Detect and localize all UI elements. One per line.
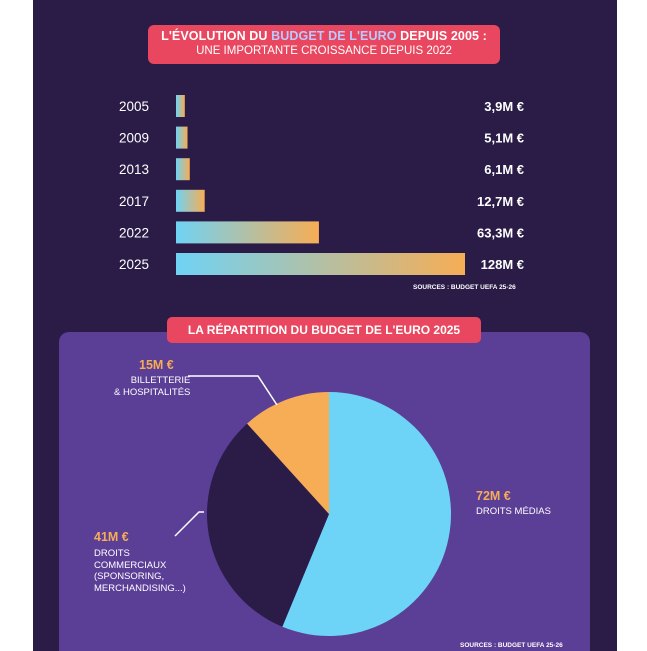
bar-2017	[176, 189, 205, 212]
bar-2009	[176, 126, 188, 149]
bar-value-label: 6,1M €	[484, 162, 524, 177]
slice-label-line: (SPONSORING,	[94, 571, 165, 582]
title-part-b: DEPUIS 2005 :	[396, 29, 487, 43]
bar-value-label: 12,7M €	[477, 194, 524, 209]
leader-line-billetterie	[188, 375, 278, 406]
title-line-2: UNE IMPORTANTE CROISSANCE DEPUIS 2022	[196, 45, 452, 57]
pie-slice-commerciaux	[207, 423, 329, 627]
pie-slice-billetterie	[247, 392, 329, 514]
leader-line-commerciaux	[174, 511, 204, 537]
budget-evolution-title: L'ÉVOLUTION DU BUDGET DE L'EURO DEPUIS 2…	[148, 25, 500, 64]
bar-2022	[176, 221, 319, 244]
bar-value-label: 128M €	[481, 257, 524, 272]
bar-year-label: 2017	[119, 194, 149, 209]
bar-2005	[176, 95, 185, 117]
bar-2013	[176, 158, 190, 181]
title-line-1: L'ÉVOLUTION DU BUDGET DE L'EURO DEPUIS 2…	[148, 29, 500, 43]
slice-value-medias: 72M €	[476, 489, 511, 503]
slice-value-commerciaux: 41M €	[94, 530, 129, 544]
bar-value-label: 63,3M €	[477, 225, 524, 240]
slice-label-line: MERCHANDISING...)	[94, 582, 186, 594]
title-highlight: BUDGET DE L'EURO	[271, 29, 397, 43]
bar-2025	[176, 253, 465, 275]
slice-value-billetterie: 15M €	[139, 358, 174, 372]
budget-distribution-title: LA RÉPARTITION DU BUDGET DE L'EURO 2025	[167, 317, 481, 343]
slice-label-line: & HOSPITALITÉS	[114, 386, 191, 398]
bar-year-label: 2005	[119, 99, 149, 114]
bar-year-label: 2009	[119, 131, 149, 146]
slice-label-medias: DROITS MÉDIAS	[476, 506, 551, 518]
bar-value-label: 3,9M €	[484, 99, 524, 114]
bar-year-label: 2022	[119, 225, 149, 240]
slice-label-line: DROITS MÉDIAS	[476, 506, 551, 517]
pie-slice-medias	[282, 392, 452, 636]
slice-label-line: COMMERCIAUX	[94, 559, 167, 571]
bar-value-label: 5,1M €	[484, 131, 524, 146]
source-note-bottom: SOURCES : BUDGET UEFA 25-26	[460, 642, 563, 649]
bar-year-label: 2013	[119, 162, 149, 177]
slice-label-billetterie: BILLETTERIE & HOSPITALITÉS	[114, 375, 190, 398]
slice-label-commerciaux: DROITS COMMERCIAUX (SPONSORING, MERCHAND…	[94, 548, 186, 594]
budget-bar-chart: 2005 3,9M € 2009 5,1M € 2013 6,1M € 2017 12,7M …	[119, 95, 524, 275]
title-part-a: L'ÉVOLUTION DU	[161, 29, 272, 43]
bar-year-label: 2025	[119, 257, 149, 272]
slice-label-line: DROITS	[94, 548, 130, 559]
slice-label-line: BILLETTERIE	[130, 375, 191, 386]
source-note-top: SOURCES : BUDGET UEFA 25-26	[413, 284, 516, 291]
